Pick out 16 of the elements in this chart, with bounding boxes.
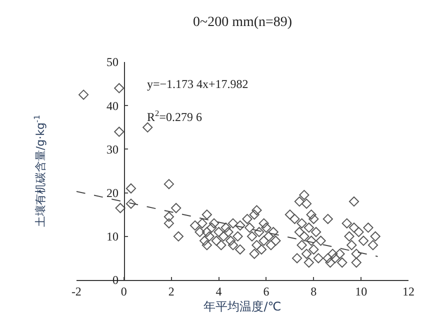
y-tick-label: 50 xyxy=(106,55,118,70)
x-tick-label: 4 xyxy=(216,284,222,298)
y-tick-label: 40 xyxy=(106,98,118,113)
annotation: R$^{2}$=0.279 6 xyxy=(147,109,202,124)
annotation: y=−1.173 4x+17.982 xyxy=(147,77,248,91)
x-tick-label: 8 xyxy=(310,284,317,298)
x-tick-label: 2 xyxy=(168,284,174,298)
x-tick-label: 10 xyxy=(355,284,368,298)
x-tick-label: -2 xyxy=(71,284,82,298)
chart-title: 0~200 mm(n=89) xyxy=(193,14,292,30)
x-tick-label: 6 xyxy=(263,284,270,298)
x-tick-label: 12 xyxy=(402,284,415,298)
y-tick-label: 30 xyxy=(106,142,118,156)
y-tick-label: 10 xyxy=(106,230,118,244)
y-tick-label: 20 xyxy=(106,186,118,200)
x-axis-title: 年平均温度/℃ xyxy=(204,299,282,314)
